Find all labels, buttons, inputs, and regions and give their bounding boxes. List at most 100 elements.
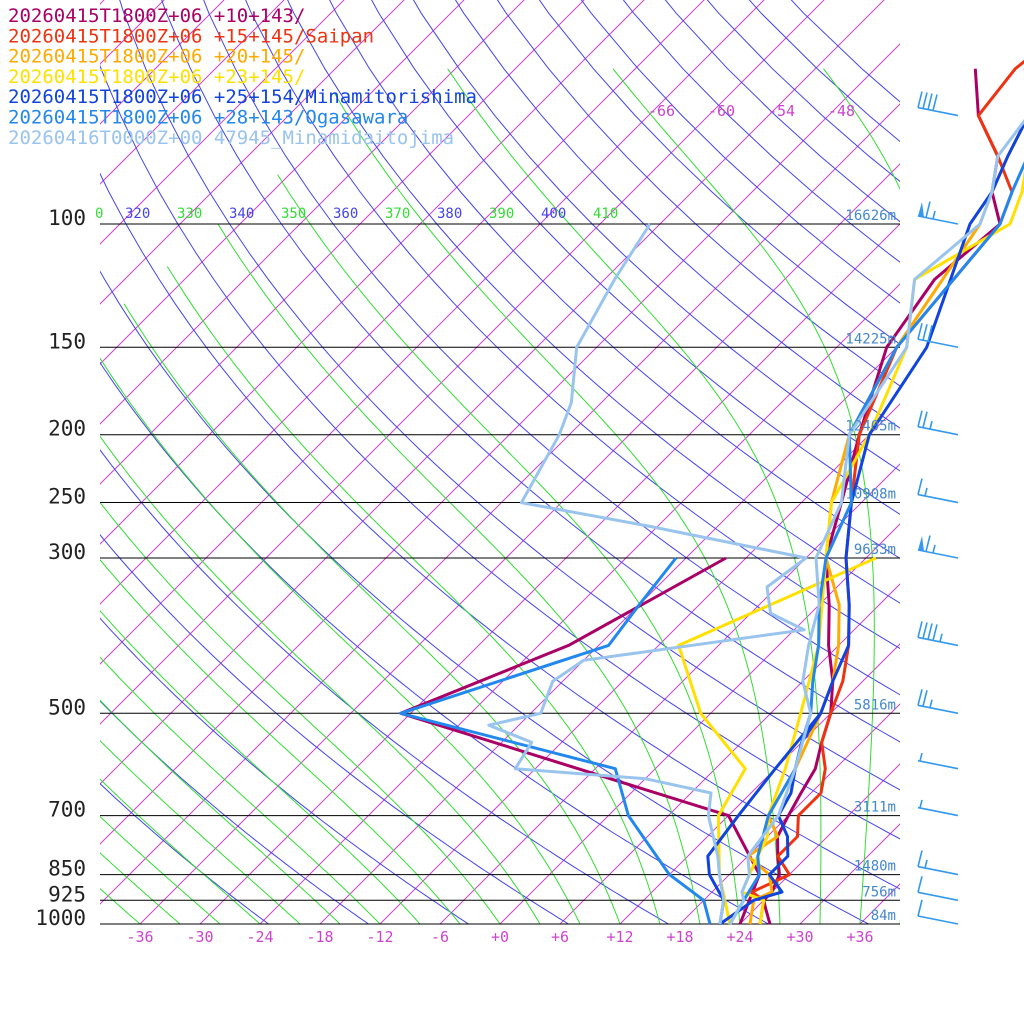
height-label: 16626m: [845, 208, 896, 224]
wind-barb-flag: [925, 201, 931, 218]
theta-label: 370: [385, 206, 410, 222]
wind-barb-half-flag: [919, 799, 923, 809]
theta-label: 400: [541, 206, 566, 222]
wind-barb: [917, 850, 959, 876]
wind-barb-flag: [922, 92, 928, 109]
isotherm-line: [100, 0, 405, 305]
wind-barb-flag: [917, 876, 923, 893]
wind-barb: [917, 621, 959, 647]
temperature-tick-label: +36: [846, 928, 873, 946]
height-label: 1480m: [854, 859, 896, 875]
height-label: 9633m: [854, 542, 896, 558]
wind-barb: [917, 752, 959, 770]
wind-barb-half-flag: [932, 544, 936, 554]
wind-barb-flag: [917, 899, 923, 917]
moist-adiabat-line: [100, 610, 421, 924]
legend: 20260415T1800Z+06 +10+143/20260415T1800Z…: [8, 5, 477, 149]
wind-barb-staff: [917, 493, 959, 504]
wind-barb: [917, 323, 959, 349]
temperature-tick-label: +6: [551, 928, 569, 946]
wind-barb: [917, 410, 959, 436]
wind-barb-half-flag: [939, 633, 943, 643]
isotherm-line: [100, 0, 285, 185]
moist-adiabat-line: [100, 699, 341, 924]
dewpoint-line: [399, 557, 712, 925]
upper-isotherm-label: -54: [768, 102, 795, 120]
moist-adiabat-line: [100, 739, 301, 924]
temperature-tick-label: -12: [366, 928, 393, 946]
wind-barb-flag: [917, 689, 923, 706]
dewpoint-line: [487, 223, 808, 925]
wind-barb-staff: [917, 806, 959, 817]
theta-label: 0: [95, 206, 103, 222]
moist-adiabat-line: [100, 815, 221, 924]
temperature-line: [750, 59, 1024, 925]
wind-barb-flag: [925, 535, 931, 552]
temperature-line: [728, 161, 1024, 925]
legend-entry: 20260415T1800Z+06 +23+145/: [8, 66, 305, 88]
moist-adiabat-line: [447, 68, 822, 924]
isotherm-line: [499, 523, 900, 924]
moist-adiabat-line: [100, 656, 381, 924]
wind-barb-flag: [927, 623, 933, 640]
moist-adiabat-line: [100, 852, 181, 924]
legend-entry: 20260415T1800Z+06 +15+145/Saipan: [8, 25, 374, 47]
pressure-label: 500: [48, 695, 86, 719]
height-label: 12405m: [845, 419, 896, 435]
dewpoint-line: [399, 556, 761, 925]
dry-adiabat-line: [454, 0, 900, 429]
isotherm-line: [379, 403, 900, 924]
legend-entry: 20260415T1800Z+06 +20+145/: [8, 46, 305, 68]
pressure-label: 700: [48, 798, 86, 822]
wind-barb-staff: [917, 915, 959, 925]
wind-barb-flag: [917, 478, 923, 495]
wind-barb-flag: [932, 624, 938, 641]
wind-barb: [917, 799, 959, 817]
wind-barb-flag: [922, 324, 928, 341]
moist-adiabat-line: [100, 357, 581, 924]
temperature-line: [728, 118, 1024, 925]
upper-isotherm-label: -66: [648, 102, 675, 120]
isotherm-line: [859, 883, 900, 924]
moist-adiabat-line: [100, 559, 461, 924]
wind-barb-staff: [917, 549, 959, 559]
theta-label: 340: [229, 206, 254, 222]
wind-barb-half-flag: [929, 699, 933, 708]
temperature-tick-label: +0: [491, 928, 509, 946]
wind-barb-half-flag: [924, 487, 928, 497]
legend-entry: 20260415T1800Z+06 +25+154/Minamitorishim…: [8, 86, 477, 108]
temperature-tick-label: +30: [786, 928, 813, 946]
dry-adiabat-line: [622, 0, 900, 263]
wind-barb-staff: [917, 704, 959, 715]
isobar-lines: [100, 223, 900, 925]
wind-barb-staff: [917, 425, 959, 436]
wind-barb: [917, 689, 959, 715]
theta-label: 410: [593, 206, 618, 222]
moist-adiabat-line: [612, 68, 875, 924]
isotherm-line: [100, 0, 225, 125]
pressure-label: 100: [48, 206, 86, 230]
temperature-tick-label: +18: [666, 928, 693, 946]
legend-entry: 20260415T1800Z+06 +10+143/: [8, 5, 305, 27]
wind-barb: [917, 91, 959, 117]
upper-isotherm-label: -48: [828, 102, 855, 120]
theta-label: 360: [333, 206, 358, 222]
moist-adiabat-line: [100, 778, 261, 924]
wind-barb-flag: [917, 850, 923, 867]
wind-barb: [917, 535, 959, 559]
dry-adiabat-line: [100, 534, 569, 924]
isotherm-line: [100, 0, 345, 245]
pressure-label: 250: [48, 485, 86, 509]
wind-barb: [917, 478, 959, 504]
wind-barb-flag: [932, 94, 938, 111]
wind-barb-staff: [917, 106, 959, 117]
wind-barb-flag: [922, 690, 928, 707]
isotherm-line: [679, 703, 900, 924]
wind-barb-staff: [917, 865, 959, 876]
wind-barb-staff: [917, 636, 959, 647]
wind-barb-flag: [922, 411, 928, 428]
wind-barb-staff: [917, 215, 959, 225]
upper-isotherm-label: -60: [708, 102, 735, 120]
pressure-label: 200: [48, 417, 86, 441]
